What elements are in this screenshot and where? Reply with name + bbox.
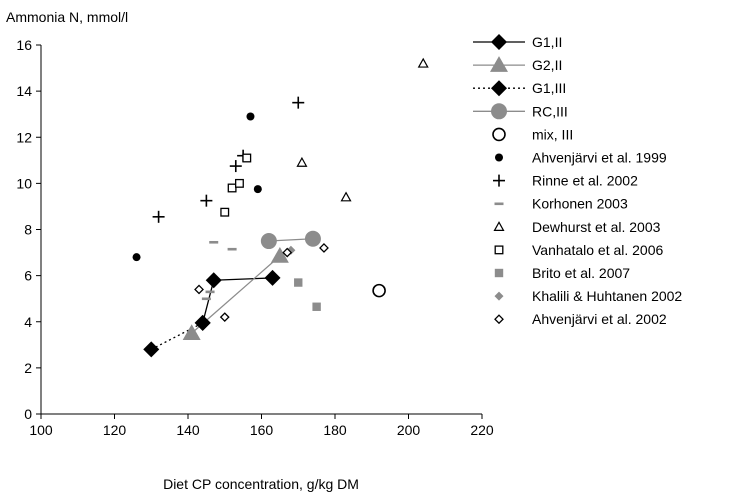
y-tick-label: 8 — [24, 222, 32, 238]
legend-label: G1,II — [532, 34, 562, 50]
legend-marker — [491, 80, 507, 97]
legend-marker — [494, 268, 504, 278]
x-tick-label: 100 — [29, 422, 53, 438]
x-tick-label: 120 — [103, 422, 127, 438]
x-tick-label: 180 — [323, 422, 347, 438]
data-point-ahvenjarvi-et-al-2002 — [282, 247, 293, 258]
legend-label: Korhonen 2003 — [532, 196, 628, 212]
data-point-g1-ii — [205, 272, 222, 289]
data-point-brito-et-al-2007 — [312, 302, 321, 311]
data-point-g1-iii — [143, 341, 160, 358]
legend-marker — [494, 291, 504, 301]
data-point-ahvenjarvi-et-al-2002 — [319, 243, 329, 253]
data-point-dewhurst-et-al-2003 — [340, 191, 352, 202]
legend-entry-rinne-et-al-2002: Rinne et al. 2002 — [493, 173, 638, 189]
data-point-ahvenjarvi-et-al-1999 — [132, 253, 141, 262]
data-point-ahvenjarvi-et-al-2002 — [194, 284, 204, 295]
y-tick-label: 10 — [16, 175, 32, 191]
legend-label: mix, III — [532, 126, 573, 142]
legend-entry-brito-et-al-2007: Brito et al. 2007 — [494, 265, 630, 281]
data-point-korhonen-2003 — [205, 290, 215, 294]
data-point-g2-ii — [182, 324, 201, 341]
data-point-vanhatalo-et-al-2006 — [234, 178, 244, 188]
data-point-korhonen-2003 — [209, 240, 219, 244]
legend-label: Ahvenjärvi et al. 1999 — [532, 150, 667, 166]
data-point-korhonen-2003 — [201, 297, 211, 301]
data-point-brito-et-al-2007 — [294, 278, 303, 287]
data-point-rinne-et-al-2002 — [229, 160, 242, 173]
data-point-korhonen-2003 — [227, 247, 237, 251]
data-point-rinne-et-al-2002 — [200, 194, 213, 207]
legend-entry-dewhurst-et-al-2003: Dewhurst et al. 2003 — [493, 219, 661, 235]
legend-label: RC,III — [532, 103, 568, 119]
legend-label: Brito et al. 2007 — [532, 265, 630, 281]
data-point-vanhatalo-et-al-2006 — [220, 207, 230, 217]
data-point-dewhurst-et-al-2003 — [417, 57, 429, 68]
y-tick-label: 16 — [16, 37, 32, 53]
y-tick-label: 14 — [16, 83, 32, 99]
x-tick-label: 220 — [470, 422, 494, 438]
data-point-rinne-et-al-2002 — [152, 210, 165, 223]
legend-marker — [491, 103, 507, 120]
legend-marker — [494, 314, 504, 325]
data-point-ahvenjarvi-et-al-1999 — [253, 185, 262, 194]
legend-entry-g1-iii: G1,III — [473, 80, 566, 97]
legend-marker — [490, 56, 508, 72]
legend-entry-mix-iii: mix, III — [492, 126, 573, 142]
data-point-mix-iii — [372, 283, 386, 298]
legend-entry-g1-ii: G1,II — [473, 34, 562, 50]
x-tick-label: 200 — [397, 422, 421, 438]
legend-entry-ahvenjarvi-et-al-1999: Ahvenjärvi et al. 1999 — [495, 150, 667, 166]
data-point-vanhatalo-et-al-2006 — [242, 153, 252, 163]
legend-entry-ahvenjarvi-et-al-2002: Ahvenjärvi et al. 2002 — [494, 311, 667, 327]
legend-marker — [494, 202, 504, 206]
y-tick-label: 12 — [16, 129, 32, 145]
legend-label: Ahvenjärvi et al. 2002 — [532, 311, 667, 327]
legend-marker — [491, 34, 507, 50]
data-point-g1-iii — [194, 314, 211, 331]
y-tick-label: 2 — [24, 360, 32, 376]
legend: G1,II G2,II G1,III RC,III mix, III Ahvenjärvi… — [473, 34, 682, 327]
legend-label: Khalili & Huhtanen 2002 — [532, 288, 682, 304]
y-tick-label: 0 — [24, 406, 32, 422]
x-tick-label: 160 — [250, 422, 274, 438]
x-axis-label: Diet CP concentration, g/kg DM — [163, 476, 359, 492]
legend-entry-khalili-huhtanen-2002: Khalili & Huhtanen 2002 — [494, 288, 682, 304]
axes: 100 120 140 160 180 200 220 0 2 4 6 8 10 12 14 16 — [16, 37, 493, 438]
legend-label: Dewhurst et al. 2003 — [532, 219, 661, 235]
legend-entry-korhonen-2003: Korhonen 2003 — [494, 196, 628, 212]
legend-marker — [493, 174, 505, 187]
data-point-ahvenjarvi-et-al-2002 — [219, 312, 230, 323]
legend-marker — [495, 153, 503, 162]
legend-label: G2,II — [532, 57, 562, 73]
legend-label: G1,III — [532, 80, 566, 96]
data-point-rc-iii — [304, 230, 321, 247]
legend-marker — [494, 245, 504, 255]
y-axis-label: Ammonia N, mmol/l — [6, 9, 128, 25]
y-tick-label: 4 — [24, 314, 32, 330]
legend-label: Vanhatalo et al. 2006 — [532, 242, 664, 258]
data-point-khalili-huhtanen-2002 — [275, 251, 285, 261]
data-point-ahvenjarvi-et-al-1999 — [246, 112, 255, 121]
data-point-rc-iii — [260, 233, 277, 250]
data-point-vanhatalo-et-al-2006 — [227, 183, 237, 193]
legend-entry-vanhatalo-et-al-2006: Vanhatalo et al. 2006 — [494, 242, 664, 258]
legend-marker — [493, 221, 505, 231]
legend-entry-g2-ii: G2,II — [473, 56, 562, 73]
y-tick-label: 6 — [24, 268, 32, 284]
data-point-rinne-et-al-2002 — [292, 96, 305, 109]
plot-area — [132, 57, 429, 358]
data-point-dewhurst-et-al-2003 — [296, 156, 308, 167]
x-tick-label: 140 — [176, 422, 200, 438]
legend-entry-rc-iii: RC,III — [473, 103, 568, 120]
data-point-g1-ii — [264, 269, 281, 286]
legend-label: Rinne et al. 2002 — [532, 173, 638, 189]
legend-marker — [492, 127, 506, 142]
